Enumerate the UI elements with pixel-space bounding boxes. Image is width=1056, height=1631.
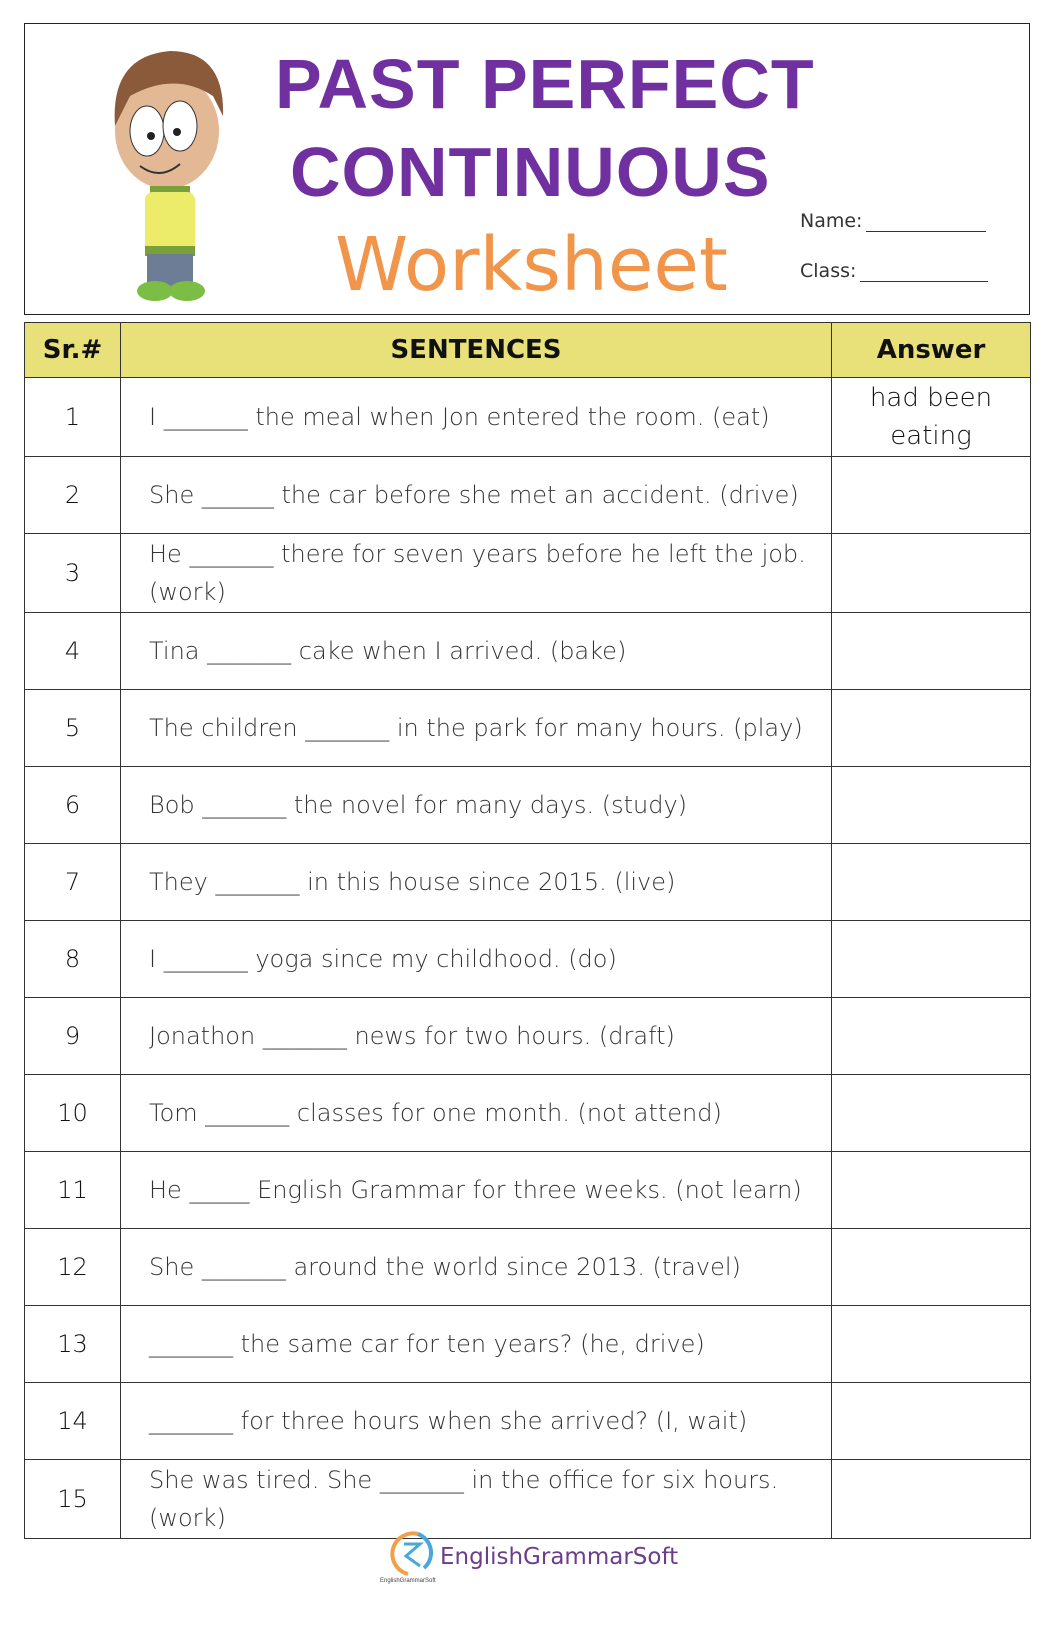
exercise-table: Sr.# SENTENCES Answer 1 I _______ the me… — [24, 322, 1031, 1539]
table-row: 8 I _______ yoga since my childhood. (do… — [24, 920, 1031, 998]
sentence: Bob _______ the novel for many days. (st… — [120, 766, 832, 844]
brand-logo-text: EnglishGrammarSoft — [380, 1578, 436, 1584]
row-number: 3 — [24, 533, 121, 613]
class-line[interactable] — [860, 263, 989, 282]
cartoon-boy-illustration — [114, 51, 224, 301]
answer-cell[interactable] — [831, 920, 1031, 998]
row-number: 10 — [24, 1074, 121, 1152]
header-sentences: SENTENCES — [120, 322, 832, 378]
answer-cell[interactable] — [831, 1305, 1031, 1383]
table-row: 12 She _______ around the world since 20… — [24, 1228, 1031, 1306]
row-number: 14 — [24, 1382, 121, 1460]
sentence: _______ for three hours when she arrived… — [120, 1382, 832, 1460]
title-line-1: PAST PERFECT — [275, 45, 815, 123]
answer-cell[interactable] — [831, 843, 1031, 921]
table-row: 6 Bob _______ the novel for many days. (… — [24, 766, 1031, 844]
brand-logo-icon — [390, 1531, 434, 1576]
answer-cell[interactable] — [831, 1151, 1031, 1229]
table-row: 2 She ______ the car before she met an a… — [24, 456, 1031, 534]
sentence: She ______ the car before she met an acc… — [120, 456, 832, 534]
sentence: Jonathon _______ news for two hours. (dr… — [120, 997, 832, 1075]
answer-cell[interactable] — [831, 766, 1031, 844]
table-row: 1 I _______ the meal when Jon entered th… — [24, 377, 1031, 457]
table-row: 9 Jonathon _______ news for two hours. (… — [24, 997, 1031, 1075]
row-number: 8 — [24, 920, 121, 998]
title-line-2: CONTINUOUS — [290, 133, 771, 211]
sentence: Tina _______ cake when I arrived. (bake) — [120, 612, 832, 690]
answer-cell[interactable]: had been eating — [831, 377, 1031, 457]
sentence: He _______ there for seven years before … — [120, 533, 832, 613]
name-line[interactable] — [866, 213, 987, 232]
row-number: 2 — [24, 456, 121, 534]
sentence: She was tired. She _______ in the office… — [120, 1459, 832, 1539]
row-number: 6 — [24, 766, 121, 844]
class-field[interactable]: Class: — [800, 260, 989, 282]
answer-cell[interactable] — [831, 1382, 1031, 1460]
sentence: Tom _______ classes for one month. (not … — [120, 1074, 832, 1152]
table-row: 10 Tom _______ classes for one month. (n… — [24, 1074, 1031, 1152]
header-answer: Answer — [831, 322, 1031, 378]
row-number: 11 — [24, 1151, 121, 1229]
sentence: She _______ around the world since 2013.… — [120, 1228, 832, 1306]
table-row: 13 _______ the same car for ten years? (… — [24, 1305, 1031, 1383]
class-label: Class: — [800, 260, 857, 282]
sentence: He _____ English Grammar for three weeks… — [120, 1151, 832, 1229]
table-row: 4 Tina _______ cake when I arrived. (bak… — [24, 612, 1031, 690]
sentence: They _______ in this house since 2015. (… — [120, 843, 832, 921]
answer-cell[interactable] — [831, 612, 1031, 690]
table-row: 7 They _______ in this house since 2015.… — [24, 843, 1031, 921]
row-number: 1 — [24, 377, 121, 457]
answer-cell[interactable] — [831, 1228, 1031, 1306]
answer-cell[interactable] — [831, 533, 1031, 613]
sentence: I _______ yoga since my childhood. (do) — [120, 920, 832, 998]
row-number: 13 — [24, 1305, 121, 1383]
subtitle: Worksheet — [335, 222, 728, 308]
row-number: 12 — [24, 1228, 121, 1306]
row-number: 9 — [24, 997, 121, 1075]
footer-brand: EnglishGrammarSoft EnglishGrammarSoft — [380, 1530, 720, 1600]
sentence: I _______ the meal when Jon entered the … — [120, 377, 832, 457]
sentence: _______ the same car for ten years? (he,… — [120, 1305, 832, 1383]
answer-cell[interactable] — [831, 997, 1031, 1075]
table-row: 3 He _______ there for seven years befor… — [24, 533, 1031, 613]
answer-cell[interactable] — [831, 689, 1031, 767]
answer-cell[interactable] — [831, 1074, 1031, 1152]
worksheet-header: PAST PERFECT CONTINUOUS Worksheet Name: … — [24, 23, 1030, 315]
brand-name: EnglishGrammarSoft — [440, 1544, 679, 1570]
row-number: 7 — [24, 843, 121, 921]
answer-cell[interactable] — [831, 1459, 1031, 1539]
table-row: 11 He _____ English Grammar for three we… — [24, 1151, 1031, 1229]
sentence: The children _______ in the park for man… — [120, 689, 832, 767]
table-row: 15 She was tired. She _______ in the off… — [24, 1459, 1031, 1539]
row-number: 5 — [24, 689, 121, 767]
answer-cell[interactable] — [831, 456, 1031, 534]
name-field[interactable]: Name: — [800, 210, 987, 232]
row-number: 15 — [24, 1459, 121, 1539]
table-row: 5 The children _______ in the park for m… — [24, 689, 1031, 767]
row-number: 4 — [24, 612, 121, 690]
header-srno: Sr.# — [24, 322, 121, 378]
table-row: 14 _______ for three hours when she arri… — [24, 1382, 1031, 1460]
name-label: Name: — [800, 210, 863, 232]
